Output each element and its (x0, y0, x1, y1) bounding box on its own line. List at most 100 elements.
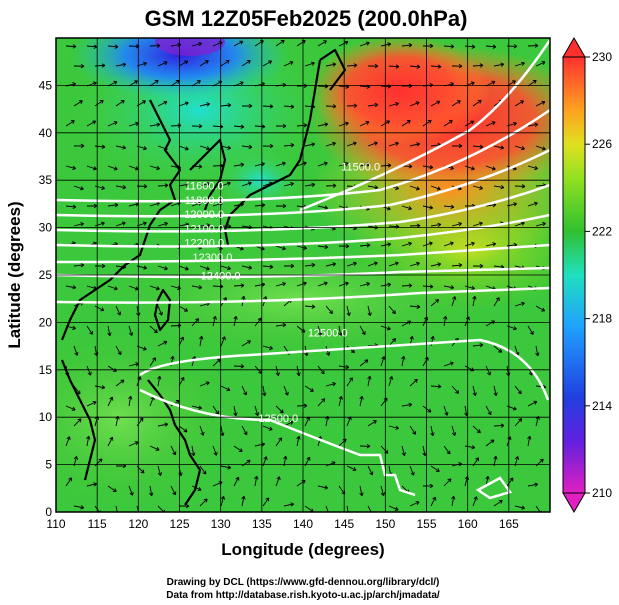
wind-arrow (220, 145, 232, 150)
wind-arrow (430, 222, 442, 228)
colorbar-tick-label: 226 (592, 137, 612, 151)
wind-arrow (527, 122, 539, 127)
wind-arrow (359, 162, 371, 167)
wind-arrow (262, 385, 267, 397)
wind-arrow (367, 305, 372, 317)
wind-arrow (493, 385, 498, 397)
wind-arrow (157, 221, 168, 227)
wind-arrow (317, 325, 323, 336)
wind-arrow (409, 223, 421, 228)
wind-arrow (325, 262, 337, 267)
wind-arrow (115, 62, 127, 67)
wind-arrow (233, 202, 245, 207)
wind-arrow (472, 63, 484, 68)
wind-arrow (199, 181, 210, 187)
wind-arrow (65, 436, 71, 447)
wind-arrow (346, 377, 353, 387)
coastline-taiwan (153, 288, 172, 332)
wind-arrow (304, 385, 314, 392)
x-tick-label: 120 (128, 517, 148, 531)
wind-arrow (199, 335, 204, 347)
wind-arrow (430, 100, 441, 107)
wind-arrow (485, 242, 497, 247)
wind-arrow (338, 40, 349, 47)
wind-arrow (241, 103, 253, 109)
contour-label: 11600.0 (185, 181, 224, 193)
wind-arrow (325, 381, 336, 387)
wind-arrow (157, 61, 168, 67)
wind-arrow (401, 43, 413, 48)
wind-arrow (199, 381, 210, 387)
wind-arrow (233, 40, 244, 47)
wind-arrow (275, 123, 287, 129)
wind-arrow (233, 162, 245, 168)
wind-arrow (304, 262, 316, 268)
wind-arrow (178, 265, 189, 271)
wind-arrow (493, 423, 505, 428)
wind-arrow (241, 459, 251, 467)
wind-arrow (325, 62, 337, 67)
wind-arrow (262, 264, 274, 269)
wind-arrow (149, 325, 158, 334)
wind-arrow (157, 375, 162, 387)
field-purple-core (155, 38, 225, 56)
field-blue-region (70, 38, 290, 100)
contour-11500-line (299, 39, 550, 212)
wind-arrow (296, 365, 301, 377)
wind-arrow (73, 345, 79, 356)
wind-arrow (115, 505, 118, 512)
wind-arrow (94, 385, 106, 390)
wind-arrow (359, 325, 366, 336)
wind-arrow (422, 284, 434, 289)
wind-arrow (191, 285, 203, 290)
wind-arrow (241, 340, 251, 347)
wind-arrow (233, 445, 243, 453)
wind-arrow (367, 141, 378, 147)
wind-arrow (191, 485, 202, 491)
wind-arrow (304, 142, 316, 147)
wind-arrow (296, 435, 301, 447)
wind-arrow (157, 100, 168, 107)
wind-arrow (191, 41, 202, 47)
contour-12000-line (56, 183, 550, 233)
wind-arrow (430, 465, 440, 472)
wind-arrow (443, 405, 449, 416)
wind-arrow (493, 345, 503, 353)
wind-arrow (535, 61, 546, 67)
wind-arrow (464, 241, 475, 247)
wind-arrow (170, 400, 180, 407)
colorbar-tick-label: 222 (592, 224, 612, 238)
wind-arrow (275, 437, 283, 447)
coastlines (60, 48, 347, 506)
wind-arrow (233, 476, 240, 487)
wind-arrow (254, 475, 259, 487)
wind-arrow (170, 445, 177, 456)
wind-arrow (296, 281, 307, 287)
wind-arrow (346, 103, 358, 108)
wind-arrow (283, 60, 294, 67)
wind-arrow (514, 61, 525, 67)
colorbar-body (562, 56, 586, 494)
wind-arrow (199, 425, 205, 436)
wind-arrow (283, 385, 289, 396)
x-tick-label: 150 (375, 517, 395, 531)
wind-arrow (157, 145, 168, 151)
x-tick-label: 110 (46, 517, 65, 531)
wind-arrow (422, 405, 432, 413)
wind-arrow (359, 120, 370, 127)
wind-arrow (346, 305, 351, 317)
wind-arrow (346, 261, 357, 267)
wind-arrow (401, 120, 411, 127)
y-axis-label: Latitude (degrees) (5, 201, 24, 348)
wind-arrow (220, 385, 231, 392)
wind-arrow (107, 325, 112, 337)
wind-arrow (493, 297, 500, 307)
wind-arrow (241, 144, 253, 150)
wind-arrow (128, 441, 139, 447)
wind-arrow (514, 221, 525, 227)
wind-arrow (325, 305, 333, 315)
wind-arrow (107, 165, 118, 171)
wind-arrow (115, 305, 122, 316)
wind-arrow (86, 120, 97, 127)
wind-arrow (128, 395, 133, 407)
